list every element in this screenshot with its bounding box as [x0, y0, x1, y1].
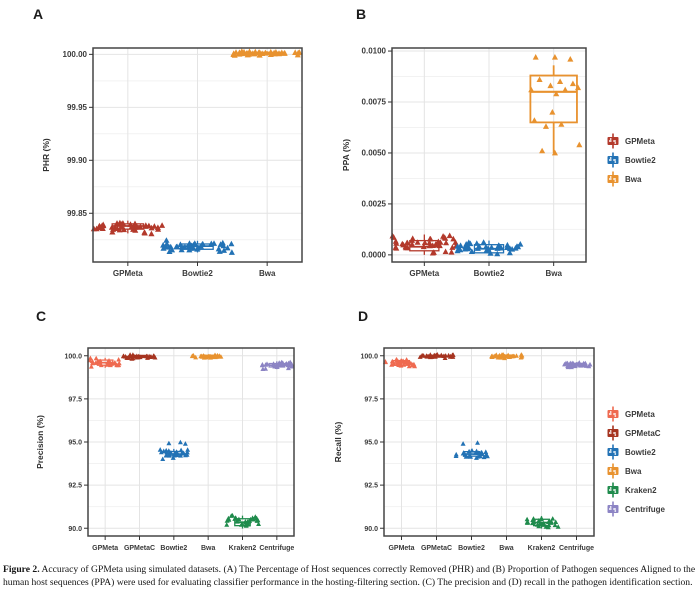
svg-text:PPA (%): PPA (%)	[341, 139, 351, 171]
legend-label: Bowtie2	[625, 447, 656, 457]
svg-text:Bowtie2: Bowtie2	[458, 545, 485, 552]
legend-label: Kraken2	[625, 485, 657, 495]
svg-text:GPMeta: GPMeta	[409, 269, 439, 278]
legend-label: GPMeta	[625, 136, 655, 146]
boxplot-key-icon	[607, 463, 619, 479]
legend-pathogen-identification: GPMeta GPMetaC Bowtie2 Bwa Kraken2 Centrifuge	[606, 406, 665, 517]
boxplot-key-icon	[607, 482, 619, 498]
svg-text:GPMeta: GPMeta	[388, 545, 414, 552]
legend-label: GPMetaC	[625, 428, 661, 438]
legend-item-bwa: Bwa	[606, 171, 656, 187]
svg-text:99.95: 99.95	[67, 103, 88, 112]
svg-text:GPMeta: GPMeta	[113, 269, 143, 278]
legend-item-gpmeta: GPMeta	[606, 133, 656, 149]
svg-text:Centrifuge: Centrifuge	[559, 545, 594, 552]
panel-a-label: A	[33, 6, 44, 22]
panel-c-label: C	[36, 308, 47, 324]
svg-text:100.00: 100.00	[63, 50, 88, 59]
boxplot-key-icon	[607, 152, 619, 168]
figure-caption-text: Accuracy of GPMeta using simulated datas…	[3, 564, 696, 589]
svg-text:0.0075: 0.0075	[362, 98, 387, 107]
svg-text:Bwa: Bwa	[545, 269, 562, 278]
svg-text:Bowtie2: Bowtie2	[160, 545, 187, 552]
legend-item-centrifuge: Centrifuge	[606, 501, 665, 517]
svg-text:100.0: 100.0	[64, 353, 82, 360]
svg-text:Bwa: Bwa	[499, 545, 514, 552]
svg-text:Bowtie2: Bowtie2	[182, 269, 213, 278]
chart-svg-c: 90.0 92.5 95.0 97.5 100.0 GPMeta GPMetaC Bowtie…	[35, 347, 295, 552]
legend-item-kraken2: Kraken2	[606, 482, 665, 498]
panel-b-label: B	[356, 6, 367, 22]
boxplot-key-icon	[607, 171, 619, 187]
legend-label: Bwa	[625, 174, 642, 184]
svg-text:0.0050: 0.0050	[362, 149, 387, 158]
legend-label: Bwa	[625, 466, 642, 476]
svg-text:0.0025: 0.0025	[362, 200, 387, 209]
legend-label: Bowtie2	[625, 155, 656, 165]
legend-item-bowtie2: Bowtie2	[606, 152, 656, 168]
svg-text:99.90: 99.90	[67, 156, 88, 165]
svg-text:95.0: 95.0	[364, 440, 378, 447]
boxplot-key-icon	[607, 501, 619, 517]
chart-svg-d: 90.0 92.5 95.0 97.5 100.0 GPMeta GPMetaC Bowtie…	[333, 347, 595, 552]
svg-text:99.85: 99.85	[67, 209, 88, 218]
boxplot-key-icon	[607, 406, 619, 422]
svg-text:0.0100: 0.0100	[362, 47, 387, 56]
svg-text:GPMeta: GPMeta	[92, 545, 118, 552]
svg-text:92.5: 92.5	[68, 483, 82, 490]
svg-text:90.0: 90.0	[68, 526, 82, 533]
svg-text:Bwa: Bwa	[201, 545, 216, 552]
legend-item-gpmetac: GPMetaC	[606, 425, 665, 441]
svg-text:Precision (%): Precision (%)	[35, 415, 45, 469]
panel-d-plot: 90.0 92.5 95.0 97.5 100.0 GPMeta GPMetaC Bowtie…	[330, 340, 602, 569]
panel-c-plot: 90.0 92.5 95.0 97.5 100.0 GPMeta GPMetaC Bowtie…	[32, 340, 302, 569]
svg-text:0.0000: 0.0000	[362, 250, 387, 259]
svg-text:GPMetaC: GPMetaC	[421, 545, 452, 552]
svg-text:PHR (%): PHR (%)	[41, 138, 51, 172]
svg-text:100.0: 100.0	[360, 353, 378, 360]
figure-caption-label: Figure 2.	[3, 564, 40, 575]
svg-text:Kraken2: Kraken2	[528, 545, 556, 552]
legend-item-bowtie2: Bowtie2	[606, 444, 665, 460]
chart-svg-b: 0.0000 0.0025 0.0050 0.0075 0.0100 GPMeta Bowt…	[341, 47, 587, 278]
panel-a-plot: 99.85 99.90 99.95 100.00 GPMeta Bowtie2 Bwa PHR…	[38, 40, 310, 293]
boxplot-key-icon	[607, 133, 619, 149]
panel-b-plot: 0.0000 0.0025 0.0050 0.0075 0.0100 GPMeta Bowt…	[338, 40, 594, 293]
svg-text:97.5: 97.5	[68, 396, 82, 403]
svg-text:95.0: 95.0	[68, 440, 82, 447]
legend-label: Centrifuge	[625, 504, 665, 514]
legend-item-bwa: Bwa	[606, 463, 665, 479]
svg-text:92.5: 92.5	[364, 483, 378, 490]
figure-caption: Figure 2. Accuracy of GPMeta using simul…	[3, 563, 697, 589]
boxplot-key-icon	[607, 444, 619, 460]
boxplot-key-icon	[607, 425, 619, 441]
legend-item-gpmeta: GPMeta	[606, 406, 665, 422]
svg-text:Bwa: Bwa	[259, 269, 276, 278]
panel-d-label: D	[358, 308, 369, 324]
legend-label: GPMeta	[625, 409, 655, 419]
chart-svg-a: 99.85 99.90 99.95 100.00 GPMeta Bowtie2 Bwa PHR…	[41, 47, 303, 278]
legend-host-filtering: GPMeta Bowtie2 Bwa	[606, 133, 656, 187]
svg-text:Kraken2: Kraken2	[229, 545, 257, 552]
svg-text:GPMetaC: GPMetaC	[124, 545, 155, 552]
svg-text:Bowtie2: Bowtie2	[474, 269, 505, 278]
svg-text:Centrifuge: Centrifuge	[259, 545, 294, 552]
svg-text:90.0: 90.0	[364, 526, 378, 533]
svg-text:Recall (%): Recall (%)	[333, 422, 343, 463]
svg-text:97.5: 97.5	[364, 396, 378, 403]
